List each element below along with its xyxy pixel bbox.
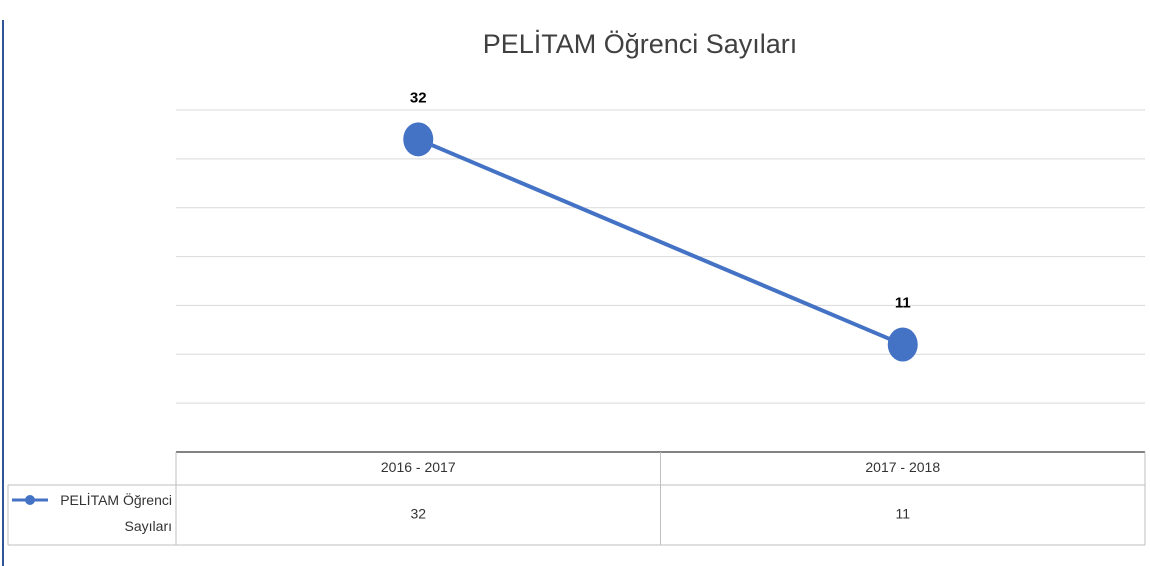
table-value: 32 [410, 506, 426, 522]
legend-marker [25, 495, 35, 505]
data-point [403, 122, 434, 157]
chart-title: PELİTAM Öğrenci Sayıları [483, 28, 798, 59]
data-point [887, 327, 918, 362]
x-tick-label: 2017 - 2018 [865, 459, 940, 475]
table-value: 11 [895, 506, 910, 522]
legend-label: PELİTAM Öğrenci Sayıları [60, 492, 172, 534]
data-label: 32 [410, 89, 427, 106]
x-tick-label: 2016 - 2017 [381, 459, 456, 475]
series-line [417, 137, 904, 347]
data-label: 11 [895, 294, 911, 311]
